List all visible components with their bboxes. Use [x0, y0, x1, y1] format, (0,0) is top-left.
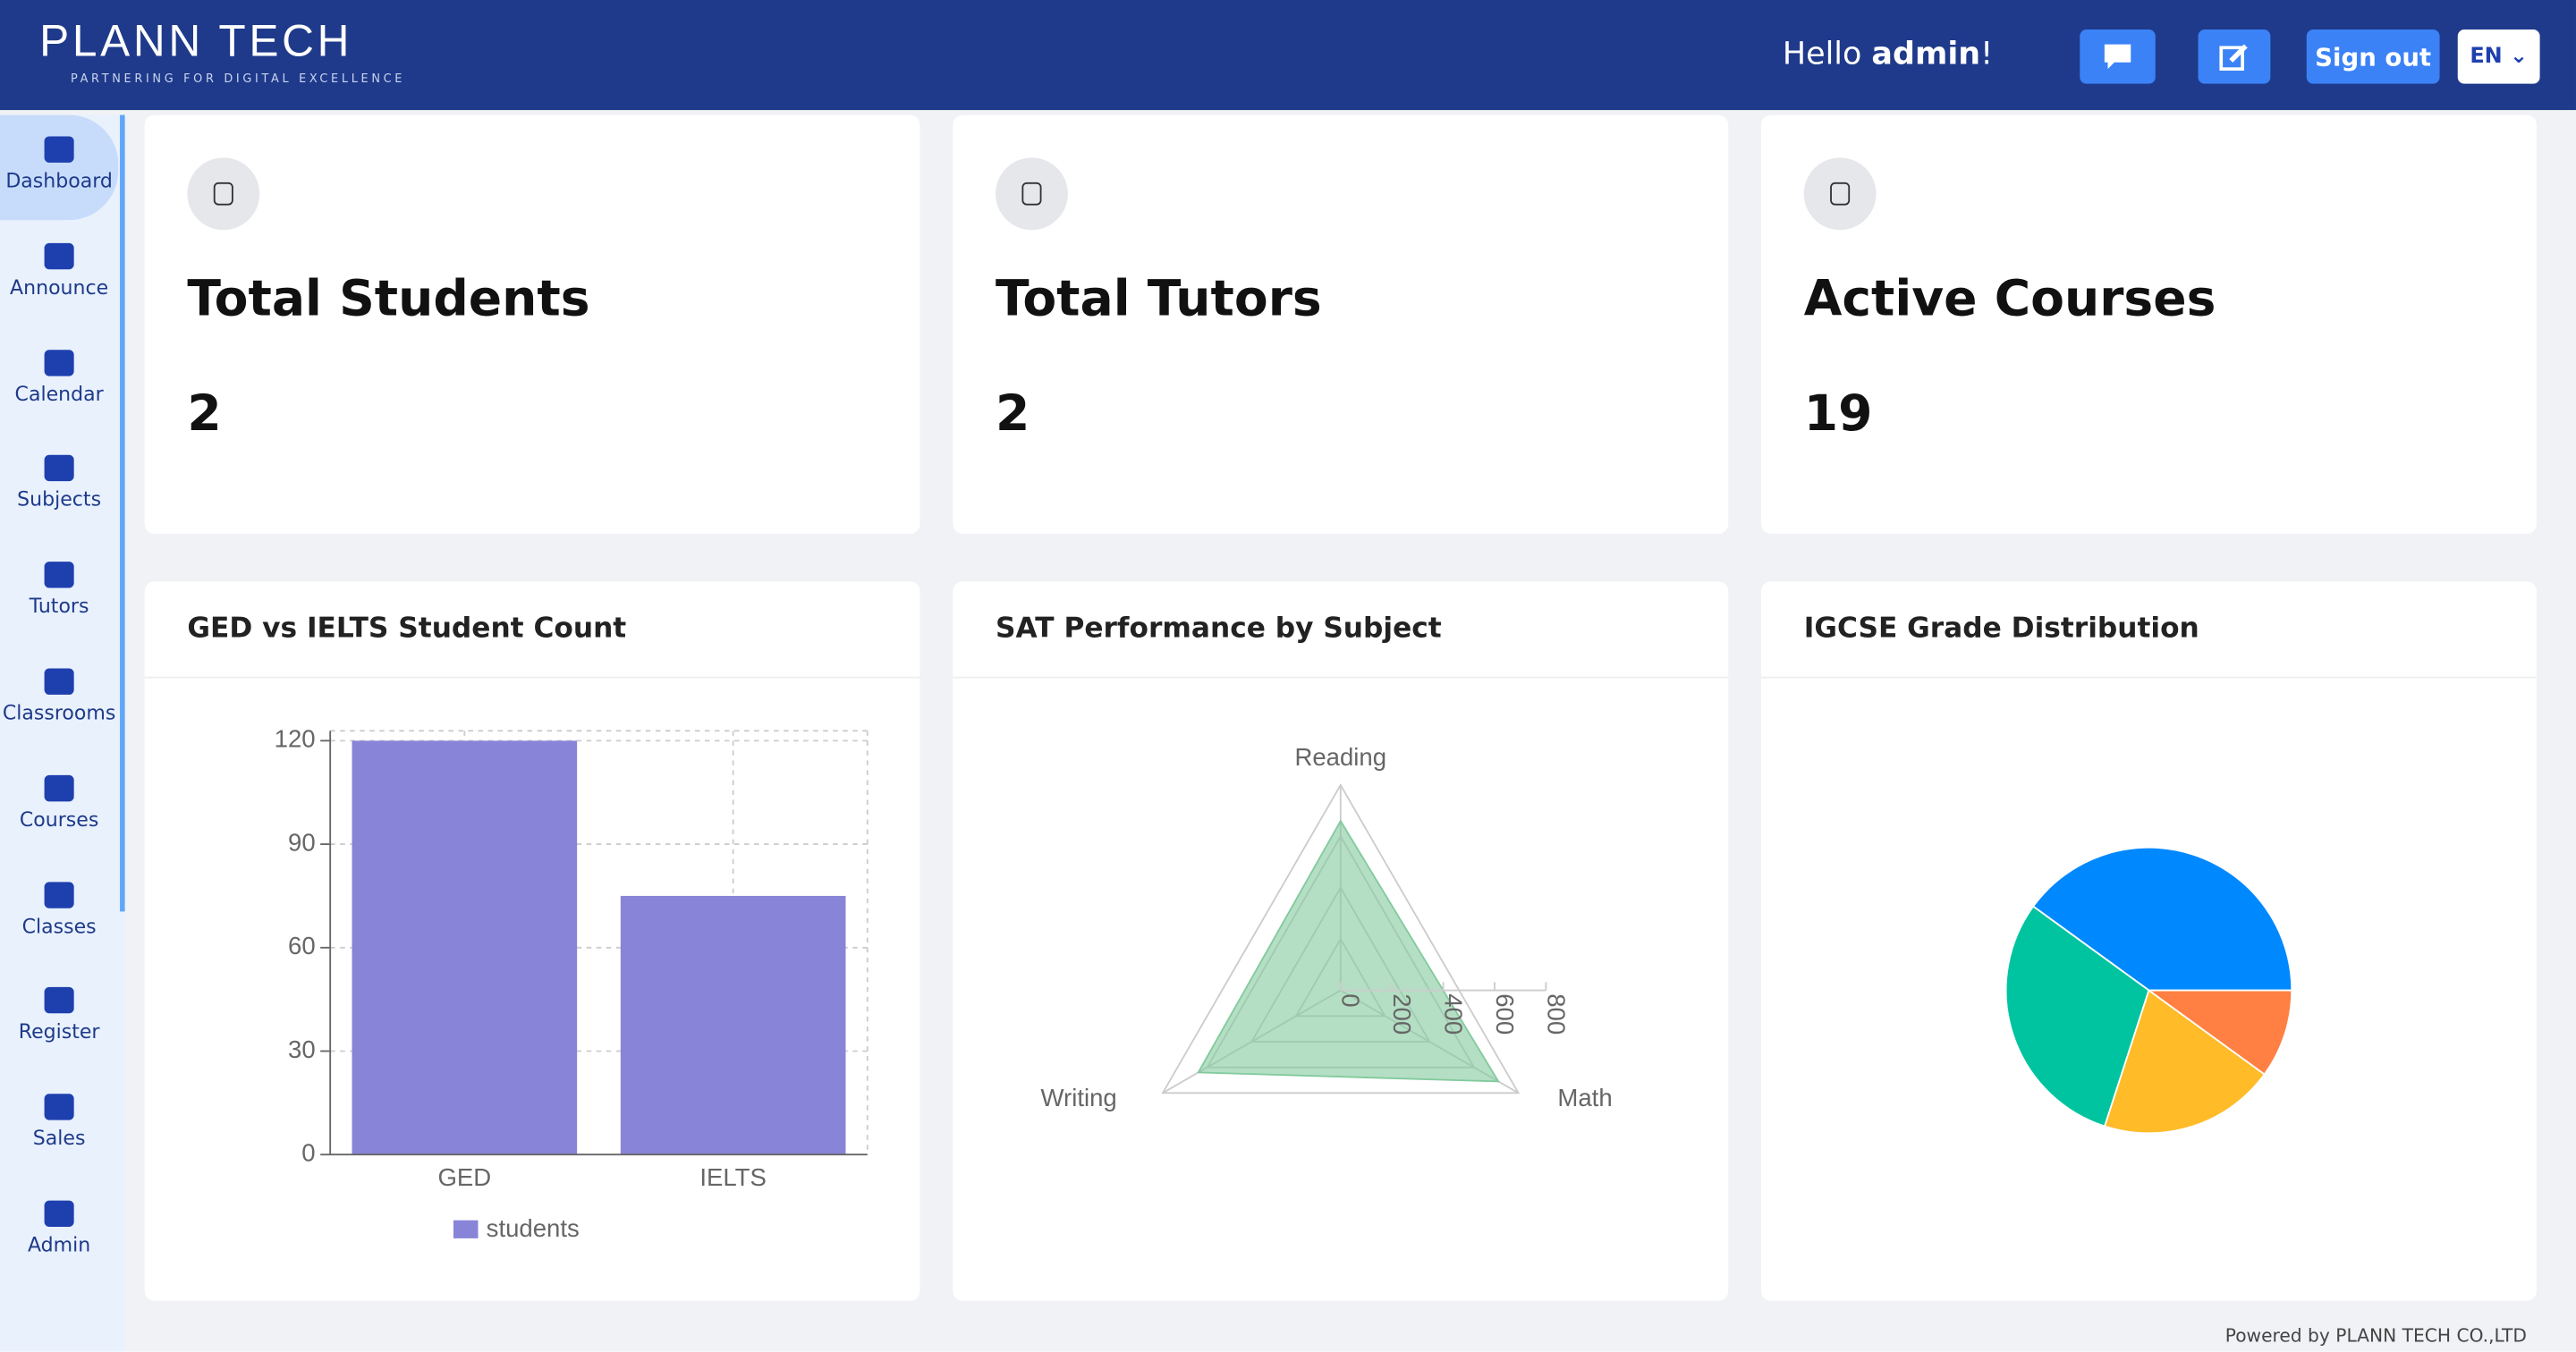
stat-value: 2: [187, 385, 222, 444]
language-select[interactable]: EN ⌄: [2457, 30, 2540, 84]
radius-tick-label: 800: [1542, 993, 1570, 1035]
stat-card: Active Courses 19: [1760, 114, 2537, 534]
stat-label: Total Tutors: [996, 271, 1322, 329]
legend-label: students: [487, 1214, 580, 1242]
nav-item[interactable]: Admin: [0, 1179, 118, 1285]
bar: [352, 740, 578, 1155]
axis-label: Writing: [1041, 1084, 1117, 1111]
nav-icon: [44, 455, 74, 482]
nav-label: Classes: [21, 914, 97, 938]
edit-button[interactable]: [2198, 30, 2271, 84]
radius-tick-label: 0: [1337, 993, 1365, 1007]
pie-slice: [2103, 989, 2266, 1135]
user-name: admin: [1871, 36, 1981, 72]
axis-label: Math: [1557, 1084, 1612, 1111]
y-tick-label: 90: [288, 828, 316, 856]
chat-button[interactable]: [2080, 30, 2156, 84]
radius-tick-label: 200: [1388, 993, 1416, 1035]
chart-title: GED vs IELTS Student Count: [144, 581, 920, 679]
logo[interactable]: PLANN TECH: [39, 16, 353, 66]
nav-label: Admin: [27, 1233, 91, 1257]
legend-swatch: [453, 1220, 479, 1238]
nav-label: Sales: [32, 1127, 86, 1151]
y-tick-label: 60: [288, 932, 316, 959]
radius-tick-label: 400: [1439, 993, 1467, 1035]
greeting-end: !: [1980, 36, 1994, 72]
stat-value: 19: [1803, 385, 1873, 444]
stat-card: Total Tutors 2: [953, 114, 1729, 534]
nav-item[interactable]: Calendar: [0, 328, 118, 434]
nav-icon: [44, 668, 74, 695]
nav-icon: [44, 881, 74, 908]
nav-label: Classrooms: [2, 701, 116, 724]
edit-icon: [2219, 43, 2248, 71]
nav-icon: [44, 774, 74, 801]
nav-item[interactable]: Classes: [0, 860, 118, 966]
x-tick-label: GED: [437, 1163, 491, 1191]
greeting: Hello admin!: [1783, 36, 1993, 72]
tagline: PARTNERING FOR DIGITAL EXCELLENCE: [70, 72, 406, 86]
y-tick-label: 0: [301, 1139, 315, 1167]
nav-label: Dashboard: [5, 169, 113, 192]
radius-tick-label: 600: [1491, 993, 1519, 1035]
nav-label: Subjects: [17, 488, 102, 511]
y-tick-label: 30: [288, 1035, 316, 1063]
axis-label: Reading: [1294, 743, 1386, 771]
nav-label: Register: [18, 1020, 100, 1044]
greeting-text: Hello: [1782, 36, 1862, 72]
chart-title: IGCSE Grade Distribution: [1760, 581, 2537, 679]
grid-line: [1161, 783, 1521, 1094]
nav-item[interactable]: Courses: [0, 754, 118, 859]
nav-icon: [44, 987, 74, 1014]
nav-item[interactable]: Classrooms: [0, 647, 118, 753]
nav-item[interactable]: Subjects: [0, 435, 118, 540]
nav-icon: [44, 1200, 74, 1228]
nav-icon: [44, 136, 74, 163]
chart-title: SAT Performance by Subject: [953, 581, 1729, 679]
nav-item[interactable]: Register: [0, 967, 118, 1072]
radar-area: [1197, 819, 1500, 1083]
sign-out-button[interactable]: Sign out: [2306, 30, 2440, 84]
stat-label: Total Students: [187, 271, 590, 329]
stat-label: Active Courses: [1803, 271, 2216, 329]
pie-slice: [2004, 905, 2150, 1128]
nav-label: Announce: [10, 275, 109, 299]
nav-icon: [44, 349, 74, 376]
y-tick-label: 120: [275, 725, 316, 753]
sidebar: Dashboard Announce Calendar Subjects Tutors C…: [0, 114, 125, 1352]
nav-item[interactable]: Dashboard: [0, 114, 119, 221]
scrollbar: [120, 114, 125, 912]
nav-icon: [44, 242, 74, 269]
nav-icon: [44, 1094, 74, 1120]
stat-icon: [1803, 157, 1877, 231]
top-bar: PLANN TECH PARTNERING FOR DIGITAL EXCELL…: [0, 0, 2576, 111]
chat-icon: [2104, 43, 2131, 69]
x-tick-label: IELTS: [699, 1163, 767, 1191]
nav-item[interactable]: Announce: [0, 222, 118, 327]
footer: Powered by PLANN TECH CO.,LTD: [2224, 1325, 2527, 1348]
nav-label: Courses: [19, 807, 99, 832]
pie-slice: [2146, 989, 2293, 1076]
nav-label: Tutors: [29, 595, 89, 618]
stat-icon: [996, 157, 1068, 231]
nav-item[interactable]: Tutors: [0, 541, 118, 646]
stat-card: Total Students 2: [144, 114, 920, 534]
nav-icon: [44, 562, 74, 588]
nav-label: Calendar: [14, 382, 104, 405]
stat-value: 2: [996, 385, 1030, 444]
nav-item[interactable]: Sales: [0, 1073, 118, 1179]
stat-icon: [187, 157, 260, 231]
bar: [620, 895, 846, 1155]
pie-slice: [2031, 846, 2293, 992]
language: EN: [2470, 44, 2503, 70]
